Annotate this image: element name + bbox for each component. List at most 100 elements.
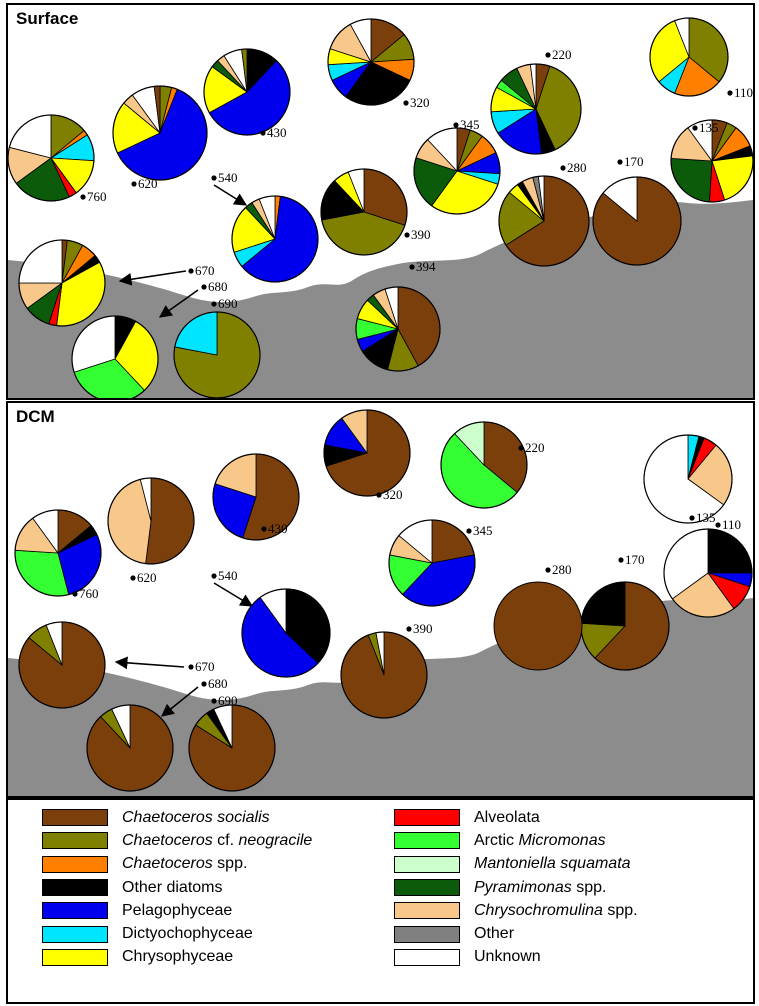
station-marker xyxy=(188,664,194,670)
pointer-arrow xyxy=(213,184,248,206)
pie-outline xyxy=(18,621,106,709)
station-label: 680 xyxy=(208,676,228,691)
station-label: 690 xyxy=(218,296,238,311)
station-label: 430 xyxy=(267,125,287,140)
pie-outline xyxy=(231,195,319,283)
pie-station-680 xyxy=(71,315,159,398)
pie-outline xyxy=(8,114,95,202)
pie-station-320 xyxy=(327,18,415,106)
legend-swatch xyxy=(394,902,460,920)
station-label: 540 xyxy=(218,568,238,583)
legend-swatch xyxy=(42,809,108,827)
legend-item: Mantoniella squamata xyxy=(394,853,638,876)
pie-station-690 xyxy=(173,311,261,398)
legend-label: Dictyochophyceae xyxy=(122,925,253,943)
station-marker xyxy=(404,232,410,238)
legend-item: Other xyxy=(394,922,638,945)
legend-label: Pyramimonas spp. xyxy=(474,878,607,896)
station-marker xyxy=(466,528,472,534)
pie-station-540 xyxy=(231,195,319,283)
station-label: 620 xyxy=(138,176,158,191)
legend-item: Alveolata xyxy=(394,806,638,829)
legend-label: Chrysophyceae xyxy=(122,948,234,966)
pie-outline xyxy=(498,175,590,267)
pie-station-220 xyxy=(440,421,528,509)
station-label: 220 xyxy=(525,440,545,455)
station-marker xyxy=(131,181,137,187)
station-label: 394 xyxy=(416,259,436,274)
panel-title: Surface xyxy=(16,9,79,28)
pie-station-170 xyxy=(580,581,670,671)
station-marker xyxy=(403,100,409,106)
legend: Chaetoceros socialis Chaetoceros cf. neog… xyxy=(6,798,755,1004)
pie-outline xyxy=(670,119,753,203)
station-label: 430 xyxy=(268,521,288,536)
pie-station-670 xyxy=(18,239,106,327)
legend-item: Chaetoceros cf. neogracile xyxy=(42,829,312,852)
pie-station-345 xyxy=(413,127,501,215)
pie-outline xyxy=(173,311,261,398)
station-label: 390 xyxy=(411,227,431,242)
pie-outline xyxy=(649,17,729,97)
legend-item: Chaetoceros socialis xyxy=(42,806,312,829)
station-marker xyxy=(188,268,194,274)
pie-station-620 xyxy=(107,477,195,565)
pie-outline xyxy=(355,286,441,372)
pie-station-390 xyxy=(320,168,408,256)
pie-slice xyxy=(707,528,753,574)
station-marker xyxy=(201,284,207,290)
station-label: 135 xyxy=(699,120,719,135)
station-label: 320 xyxy=(410,95,430,110)
station-marker xyxy=(211,573,217,579)
pie-outline xyxy=(663,528,753,618)
station-marker xyxy=(211,698,217,704)
pie-outline xyxy=(212,453,300,541)
legend-swatch xyxy=(394,809,460,827)
surface-panel: 110 135 170 220 280 320 345 390 394 430 540 620 670 6… xyxy=(6,3,755,400)
pie-station-690 xyxy=(188,704,276,792)
legend-swatch xyxy=(42,855,108,873)
pie-outline xyxy=(592,176,682,266)
legend-item: Pelagophyceae xyxy=(42,899,312,922)
pie-outline xyxy=(490,63,582,155)
station-marker xyxy=(618,557,624,563)
pie-slice xyxy=(493,581,583,671)
station-marker xyxy=(406,626,412,632)
station-marker xyxy=(72,591,78,597)
legend-swatch xyxy=(394,879,460,897)
legend-swatch xyxy=(394,925,460,943)
station-marker xyxy=(376,492,382,498)
pie-outline xyxy=(327,18,415,106)
station-label: 280 xyxy=(567,160,587,175)
legend-item: Arctic Micromonas xyxy=(394,829,638,852)
station-label: 170 xyxy=(624,154,644,169)
pie-outline xyxy=(413,127,501,215)
station-label: 345 xyxy=(460,117,480,132)
legend-label: Chrysochromulina spp. xyxy=(474,901,638,919)
station-label: 135 xyxy=(696,510,716,525)
pie-station-394 xyxy=(355,286,441,372)
pie-station-760 xyxy=(8,114,95,202)
station-marker xyxy=(715,522,721,528)
station-label: 690 xyxy=(218,693,238,708)
pie-station-345 xyxy=(388,519,476,607)
pie-slice xyxy=(145,477,195,565)
station-marker xyxy=(692,125,698,131)
pointer-arrow xyxy=(114,656,185,670)
legend-label: Other xyxy=(474,925,515,943)
pointer-arrow xyxy=(213,582,254,607)
legend-label: Chaetoceros cf. neogracile xyxy=(122,831,313,849)
station-label: 390 xyxy=(413,621,433,636)
pie-outline xyxy=(14,509,102,597)
pie-station-620 xyxy=(112,85,208,181)
station-label: 540 xyxy=(218,170,238,185)
legend-swatch xyxy=(42,832,108,850)
station-marker xyxy=(80,194,86,200)
legend-label: Pelagophyceae xyxy=(122,901,233,919)
legend-label: Arctic Micromonas xyxy=(474,831,606,849)
pie-outline xyxy=(203,48,291,136)
station-marker xyxy=(453,122,459,128)
pie-station-280 xyxy=(493,581,583,671)
station-label: 110 xyxy=(722,517,741,532)
pie-station-760 xyxy=(14,509,102,597)
